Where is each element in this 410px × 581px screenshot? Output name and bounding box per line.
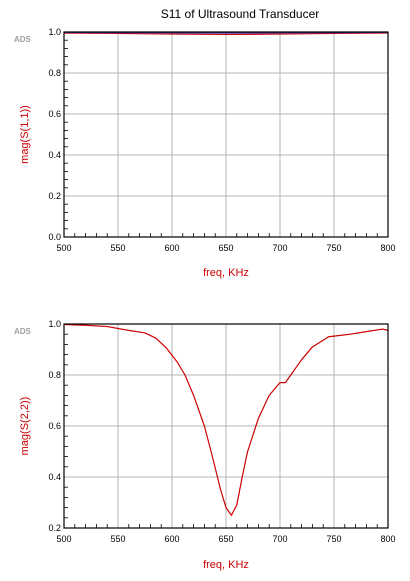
x-tick-label: 500 (56, 243, 71, 253)
plot-frame (63, 323, 389, 529)
x-axis-label: freq, KHz (203, 559, 249, 571)
y-tick-label: 1.0 (48, 27, 61, 37)
x-tick-label: 600 (164, 534, 179, 544)
ads-watermark: ADS (14, 327, 32, 336)
y-tick-label: 0.6 (48, 109, 61, 119)
plot-frame (63, 31, 389, 238)
y-tick-label: 0.6 (48, 421, 61, 431)
y-tick-label: 1.0 (48, 319, 61, 329)
x-tick-label: 600 (164, 243, 179, 253)
y-tick-label: 0.0 (48, 232, 61, 242)
x-tick-label: 750 (326, 534, 341, 544)
x-axis-label: freq, KHz (203, 267, 249, 279)
x-tick-label: 650 (218, 243, 233, 253)
chart-title: S11 of Ultrasound Transducer (161, 7, 320, 21)
x-tick-label: 650 (218, 534, 233, 544)
x-tick-label: 550 (110, 534, 125, 544)
x-tick-label: 700 (272, 534, 287, 544)
y-tick-label: 0.2 (48, 191, 61, 201)
y-tick-label: 0.4 (48, 150, 61, 160)
ads-watermark: ADS (14, 35, 32, 44)
s11-plot: ADS 500 550 600 650 700 750 800 0.0 0.2 0.4 0.6 0.8 1… (14, 27, 396, 279)
y-axis-label: mag(S(2,2)) (19, 397, 31, 456)
x-tick-label: 700 (272, 243, 287, 253)
x-tick-label: 500 (56, 534, 71, 544)
s22-plot: ADS 500 550 600 650 700 750 800 0.2 0.4 0.6 0.8 1.0 f… (14, 319, 396, 571)
y-tick-label: 0.2 (48, 523, 61, 533)
series-line-0 (63, 323, 389, 516)
x-tick-label: 550 (110, 243, 125, 253)
x-tick-label: 750 (326, 243, 341, 253)
series-line-1 (63, 31, 389, 34)
y-tick-label: 0.8 (48, 68, 61, 78)
y-tick-label: 0.8 (48, 370, 61, 380)
y-tick-label: 0.4 (48, 472, 61, 482)
x-tick-label: 800 (380, 534, 395, 544)
x-tick-label: 800 (380, 243, 395, 253)
series-line-0 (63, 32, 389, 36)
y-axis-label: mag(S(1,1)) (19, 105, 31, 164)
